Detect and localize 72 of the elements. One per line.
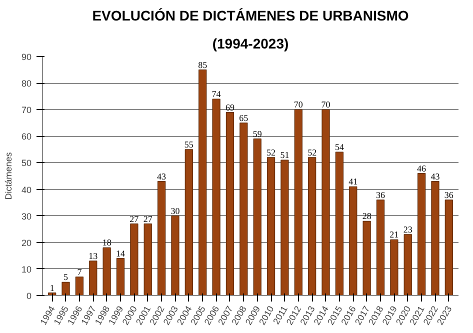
data-label: 54	[334, 142, 344, 152]
bar	[362, 220, 371, 296]
bar	[62, 282, 70, 296]
data-label: 65	[239, 112, 249, 123]
data-label: 59	[252, 128, 262, 139]
data-label: 1	[50, 282, 54, 293]
bar	[89, 260, 98, 296]
bar	[253, 138, 262, 296]
bar	[266, 157, 276, 296]
data-label: 14	[116, 248, 126, 258]
data-label: 74	[212, 88, 222, 99]
y-tick-label: 0	[26, 291, 32, 301]
bar	[390, 239, 398, 296]
bar	[75, 276, 84, 296]
bar	[308, 157, 316, 296]
y-tick-label: 10	[21, 264, 32, 274]
data-label: 55	[184, 139, 194, 150]
data-label: 52	[308, 147, 317, 158]
data-label: 7	[77, 266, 82, 277]
data-label: 41	[348, 176, 358, 187]
y-axis-title: Dictámenes	[3, 152, 14, 200]
bar	[444, 200, 453, 296]
bar	[157, 181, 166, 296]
data-label: 70	[321, 100, 331, 110]
data-label: 46	[417, 163, 427, 174]
data-label: 43	[157, 171, 167, 182]
bar	[431, 181, 440, 296]
y-tick-label: 50	[21, 158, 32, 168]
bar	[130, 224, 138, 296]
bar	[184, 149, 193, 296]
bar	[335, 152, 344, 296]
bar	[226, 112, 234, 296]
bar	[404, 234, 412, 296]
y-tick-label: 30	[21, 211, 32, 222]
data-label: 69	[225, 102, 235, 112]
data-label: 28	[362, 211, 372, 222]
data-label: 27	[143, 214, 153, 224]
data-label: 85	[198, 60, 208, 70]
y-tick-label: 20	[21, 238, 32, 248]
bar	[280, 160, 289, 296]
data-label: 36	[444, 190, 454, 200]
bar	[294, 109, 302, 296]
bar	[116, 258, 125, 296]
bar	[212, 98, 220, 296]
data-label: 13	[88, 250, 98, 261]
y-tick-label: 70	[21, 105, 32, 116]
bar	[349, 186, 358, 296]
data-label: 43	[430, 171, 440, 182]
bar	[376, 200, 385, 296]
bar	[144, 224, 152, 296]
data-label: 21	[390, 230, 399, 240]
bar	[417, 173, 426, 296]
y-tick-label: 80	[21, 78, 32, 89]
data-label: 36	[376, 190, 386, 200]
y-tick-label: 60	[21, 132, 32, 142]
chart-title: EVOLUCIÓN DE DICTÁMENES DE URBANISMO	[92, 8, 409, 24]
data-label: 70	[294, 100, 304, 110]
data-label: 30	[170, 206, 180, 216]
bar	[322, 109, 330, 296]
y-tick-label: 90	[21, 52, 32, 62]
data-label: 27	[130, 214, 140, 224]
data-label: 5	[64, 272, 69, 282]
data-label: 23	[403, 224, 413, 234]
y-tick-label: 40	[21, 184, 32, 195]
bar	[198, 69, 207, 296]
bar	[171, 216, 180, 296]
chart-subtitle: (1994-2023)	[212, 36, 289, 52]
data-label: 51	[280, 150, 290, 160]
data-label: 52	[266, 147, 276, 158]
bar	[102, 247, 111, 296]
bar	[240, 122, 248, 296]
data-label: 18	[102, 238, 112, 248]
